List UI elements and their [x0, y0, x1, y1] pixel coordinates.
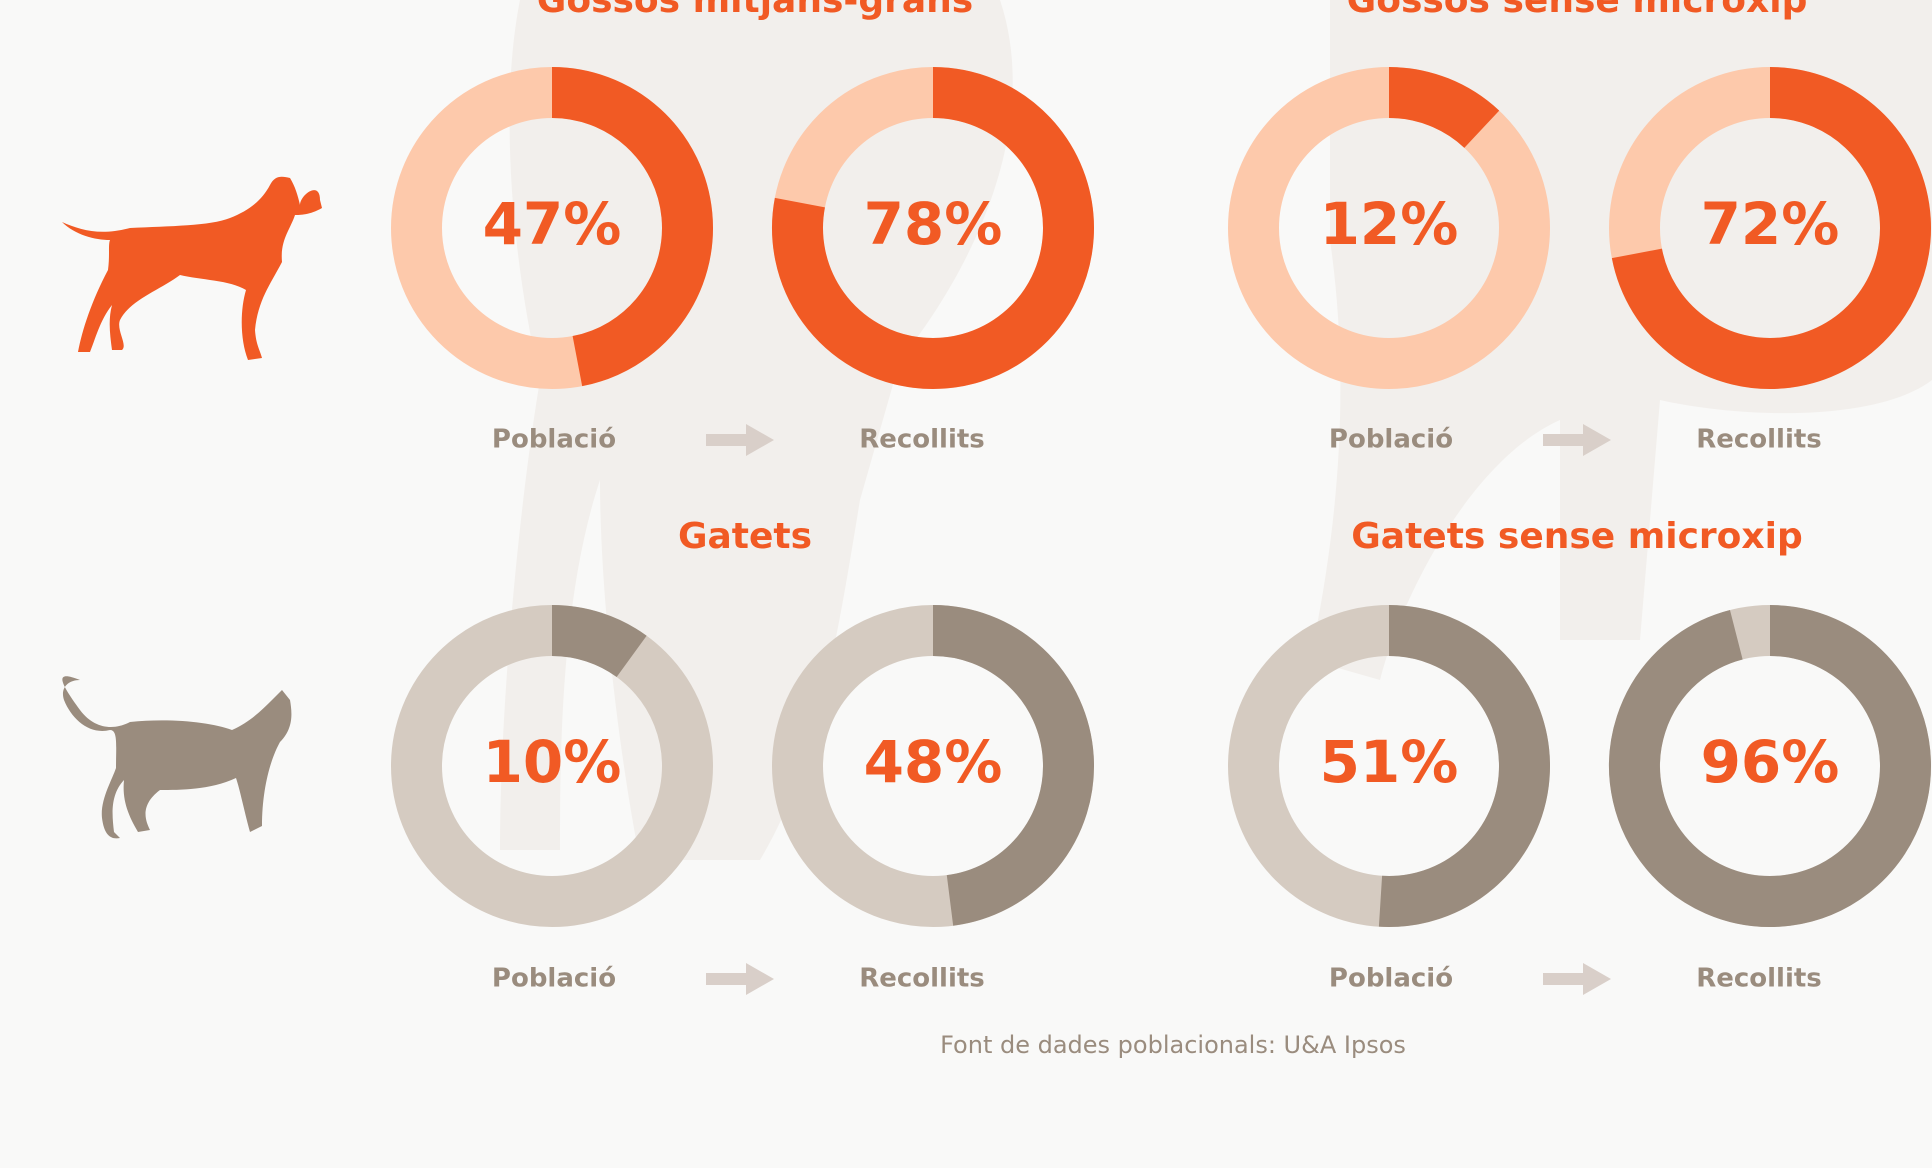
value-label: 47%	[483, 190, 622, 258]
category-label: Població	[492, 425, 616, 455]
cat-icon	[62, 676, 292, 839]
donut-segment	[551, 67, 713, 387]
source-note: Font de dades poblacionals: U&A Ipsos	[940, 1031, 1406, 1059]
value-label: 78%	[864, 190, 1003, 258]
donut-segment	[1609, 605, 1931, 927]
value-label: 72%	[1701, 190, 1840, 258]
chart-title: Gatets sense microxip	[1351, 516, 1803, 557]
value-label: 10%	[483, 728, 622, 796]
donut-segment	[1388, 67, 1500, 149]
category-label: Recollits	[1696, 964, 1822, 994]
value-label: 96%	[1701, 728, 1840, 796]
category-label: Població	[1329, 425, 1453, 455]
value-label: 12%	[1320, 190, 1459, 258]
donut-segment	[551, 605, 647, 678]
category-label: Recollits	[859, 964, 985, 994]
dog-icon	[62, 176, 322, 360]
category-label: Població	[1329, 964, 1453, 994]
donut-segment	[932, 605, 1094, 926]
value-label: 51%	[1320, 728, 1459, 796]
chart-title: Gatets	[678, 516, 812, 557]
chart-title: Gossos sense microxip	[1347, 0, 1808, 21]
donut-segment	[1378, 605, 1550, 927]
arrows	[706, 424, 1611, 995]
donut-segment	[1611, 67, 1931, 389]
donut-segment	[772, 67, 1094, 389]
category-label: Recollits	[859, 425, 985, 455]
category-label: Recollits	[1696, 425, 1822, 455]
category-label: Població	[492, 964, 616, 994]
value-label: 48%	[864, 728, 1003, 796]
chart-title: Gossos mitjans-grans	[537, 0, 973, 21]
